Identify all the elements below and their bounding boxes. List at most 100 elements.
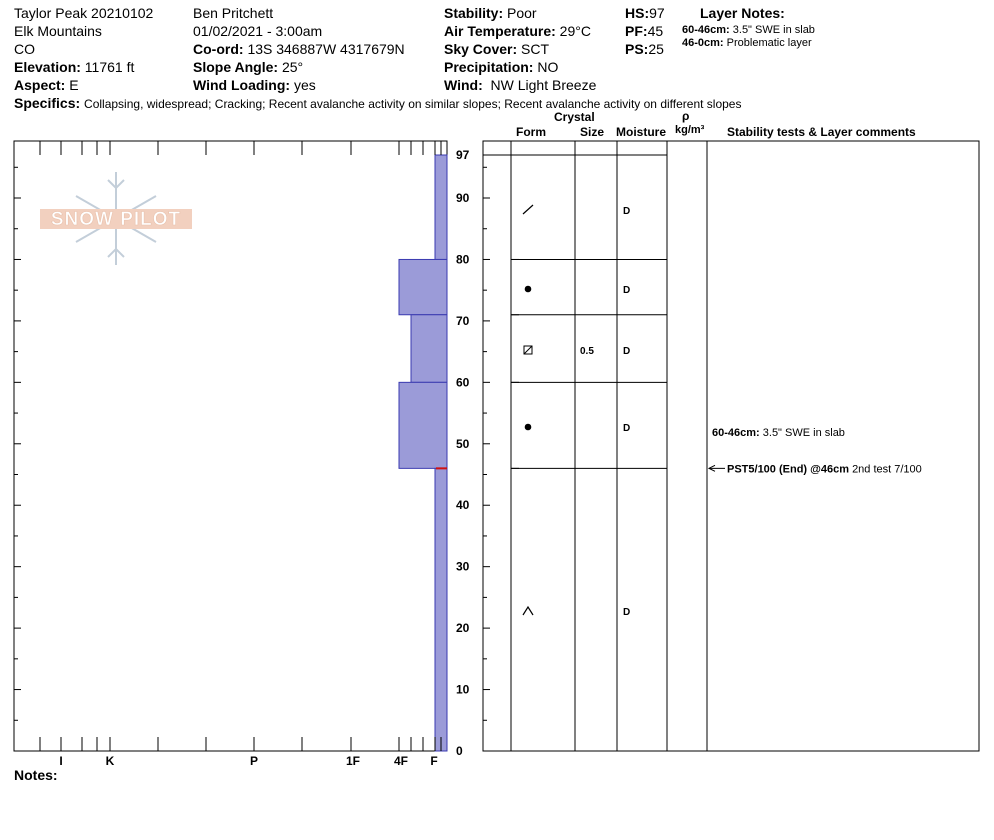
specifics-label: Specifics: xyxy=(14,95,81,111)
depth-tick-label: 10 xyxy=(456,683,470,697)
crystal-header: Crystal xyxy=(554,110,595,124)
hardness-bar xyxy=(398,381,448,469)
hardness-axis: I K P 1F 4F F xyxy=(39,141,442,768)
pf-label: PF: xyxy=(625,23,648,39)
hardness-tick-label: F xyxy=(430,754,437,768)
coord-value: 13S 346887W 4317679N xyxy=(247,41,405,57)
moisture-value: D xyxy=(623,607,630,618)
specifics: Specifics: Collapsing, widespread; Crack… xyxy=(14,95,741,111)
pf-value: 45 xyxy=(647,23,664,39)
hardness-graph-frame xyxy=(13,140,448,752)
depth-tick-label: 0 xyxy=(456,744,463,758)
hardness-bars xyxy=(398,154,448,752)
depth-tick-label: 40 xyxy=(456,498,470,512)
stability-test-comment: PST5/100 (End) @46cm 2nd test 7/100 xyxy=(727,463,922,475)
observer: Ben Pritchett xyxy=(193,5,274,21)
range-name: Elk Mountains xyxy=(14,23,102,39)
specifics-value: Collapsing, widespread; Cracking; Recent… xyxy=(84,97,742,111)
sky-label: Sky Cover: xyxy=(444,41,518,57)
layer-note-range: 60-46cm: xyxy=(682,24,730,36)
depth-axis: 0 10 20 30 40 50 60 70 80 90 97 xyxy=(14,148,511,758)
layer-comment-text: 3.5" SWE in slab xyxy=(763,427,845,439)
hs-value: 97 xyxy=(649,5,665,21)
hs-label: HS: xyxy=(625,5,650,21)
stability: Stability: Poor xyxy=(444,5,537,21)
moisture-value: D xyxy=(623,423,630,434)
hardness-tick-label: 1F xyxy=(346,754,360,768)
wind-loading-value: yes xyxy=(293,77,316,93)
depth-tick-label: 30 xyxy=(456,560,470,574)
arrow-head-icon xyxy=(707,464,716,472)
depth-tick-label: 97 xyxy=(456,148,470,162)
depth-tick-label: 20 xyxy=(456,621,470,635)
crystal-form-mixed-icon xyxy=(523,345,533,355)
form-header: Form xyxy=(516,125,546,139)
stability-test-note: 2nd test 7/100 xyxy=(852,463,922,475)
depth-tick-label: 90 xyxy=(456,191,470,205)
layer-table-frame xyxy=(482,140,980,752)
notes-label: Notes: xyxy=(14,767,58,783)
logo-banner xyxy=(40,209,192,229)
crystal-form-mixed-icon-diag xyxy=(523,345,533,355)
ps-value: 25 xyxy=(648,41,664,57)
wind-loading: Wind Loading: yes xyxy=(193,77,316,93)
hardness-tick-label: K xyxy=(106,754,115,768)
hardness-tick-label: P xyxy=(250,754,258,768)
coord-label: Co-ord: xyxy=(193,41,244,57)
stability-value: Poor xyxy=(507,5,537,21)
elevation-value: 11761 ft xyxy=(84,59,135,75)
wind-value: NW Light Breeze xyxy=(490,77,597,93)
elevation-label: Elevation: xyxy=(14,59,81,75)
pf: PF:45 xyxy=(625,23,663,39)
sky-value: SCT xyxy=(521,41,550,57)
layer-notes-title: Layer Notes: xyxy=(700,5,785,21)
ps: PS:25 xyxy=(625,41,664,57)
wind-loading-label: Wind Loading: xyxy=(193,77,291,93)
crystal-size: 0.5 xyxy=(580,346,594,357)
crystal-form-rounded-icon xyxy=(524,423,532,431)
hardness-bar xyxy=(434,154,448,260)
crystal-form-depth-hoar-icon xyxy=(522,605,534,616)
layer-comment: 60-46cm: 3.5" SWE in slab xyxy=(712,427,845,439)
logo-text: SNOW PILOT xyxy=(51,209,181,230)
precipitation: Precipitation: NO xyxy=(444,59,558,75)
moisture-header: Moisture xyxy=(616,125,667,139)
air-temp-value: 29°C xyxy=(559,23,591,39)
wind: Wind: NW Light Breeze xyxy=(444,77,596,93)
depth-tick-label: 50 xyxy=(456,437,470,451)
slope-angle: Slope Angle: 25° xyxy=(193,59,303,75)
moisture-value: D xyxy=(623,346,630,357)
layer-comment-range: 60-46cm: xyxy=(712,427,763,439)
crystal-form-precip-icon xyxy=(522,204,534,215)
stability-test-result: PST5/100 (End) @46cm xyxy=(727,463,852,475)
elevation: Elevation: 11761 ft xyxy=(14,59,134,75)
wind-label: Wind: xyxy=(444,77,483,93)
aspect-label: Aspect: xyxy=(14,77,66,93)
layer-note-2: 46-0cm: Problematic layer xyxy=(682,37,812,49)
depth-tick-label: 70 xyxy=(456,314,470,328)
site-name: Taylor Peak 20210102 xyxy=(14,5,154,21)
stability-label: Stability: xyxy=(444,5,504,21)
snowpilot-logo: SNOW PILOT xyxy=(40,172,192,265)
hardness-tick-label: 4F xyxy=(394,754,408,768)
precip-value: NO xyxy=(537,59,559,75)
rho-header: ρ xyxy=(682,109,690,123)
hardness-bar xyxy=(398,258,448,316)
state-name: CO xyxy=(14,41,35,57)
air-temp-label: Air Temperature: xyxy=(444,23,556,39)
slope-value: 25° xyxy=(281,59,304,75)
layer-note-text: Problematic layer xyxy=(726,37,812,49)
hs: HS:97 xyxy=(625,5,665,21)
slope-label: Slope Angle: xyxy=(193,59,279,75)
sky-cover: Sky Cover: SCT xyxy=(444,41,549,57)
crystal-form-rounded-icon xyxy=(524,285,532,293)
layer-note-1: 60-46cm: 3.5" SWE in slab xyxy=(682,24,815,36)
aspect: Aspect: E xyxy=(14,77,79,93)
moisture-value: D xyxy=(623,206,630,217)
datetime: 01/02/2021 - 3:00am xyxy=(193,23,323,39)
layer-note-range: 46-0cm: xyxy=(682,37,724,49)
hardness-bar xyxy=(410,314,448,383)
layer-table: D D 0.5 D D D 60-46cm: 3.5" SWE in slab PST5/10… xyxy=(510,141,922,751)
layer-note-text: 3.5" SWE in slab xyxy=(732,24,815,36)
